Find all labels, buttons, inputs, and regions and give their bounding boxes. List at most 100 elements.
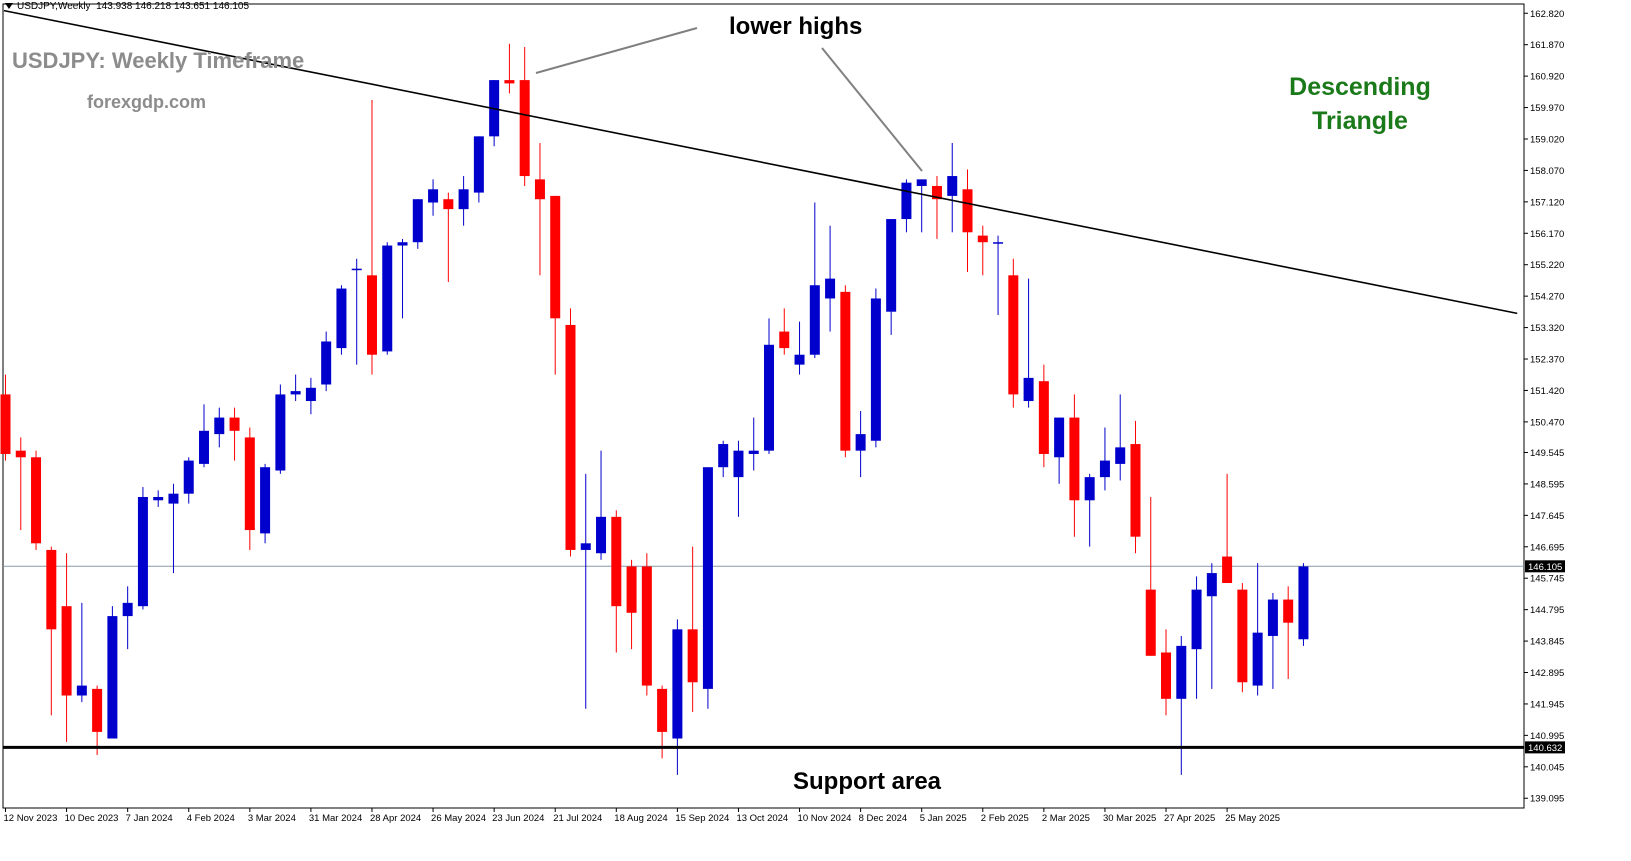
- x-tick-label: 30 Mar 2025: [1103, 813, 1156, 824]
- candle-body: [382, 245, 393, 352]
- candle-body: [825, 278, 836, 299]
- candle-body: [1145, 589, 1156, 656]
- plot-frame: [2, 3, 1525, 809]
- y-tick-label: 153.320: [1530, 323, 1564, 334]
- candle: [1161, 629, 1172, 716]
- candle: [870, 288, 881, 448]
- candle-body: [92, 688, 103, 732]
- candle-body: [107, 616, 118, 739]
- candle: [366, 99, 377, 375]
- x-tick-label: 10 Dec 2023: [65, 813, 119, 824]
- candle: [321, 331, 332, 392]
- candle: [229, 407, 240, 461]
- candle-body: [764, 344, 774, 451]
- candle-body: [809, 285, 820, 355]
- candle-body: [214, 417, 225, 435]
- candle-body: [641, 566, 652, 686]
- candle: [458, 176, 469, 226]
- candle: [1130, 420, 1141, 554]
- candle-body: [1069, 417, 1080, 501]
- candle: [76, 602, 87, 703]
- candle-body: [229, 417, 240, 431]
- y-tick-label: 148.595: [1530, 479, 1564, 490]
- candle: [428, 179, 439, 216]
- candle: [46, 546, 57, 716]
- candle-body: [1161, 652, 1172, 699]
- candle: [825, 225, 836, 332]
- candle: [931, 176, 942, 239]
- candle-body: [855, 434, 866, 451]
- x-tick-label: 21 Jul 2024: [553, 813, 602, 824]
- x-tick-label: 8 Dec 2024: [859, 813, 908, 824]
- x-tick-label: 13 Oct 2024: [736, 813, 788, 824]
- candle-body: [183, 460, 194, 494]
- candle: [1099, 427, 1110, 491]
- candle: [1115, 394, 1126, 481]
- candle: [504, 43, 515, 94]
- candle: [412, 199, 423, 249]
- candle-body: [702, 467, 713, 689]
- y-tick-label: 149.545: [1530, 448, 1564, 459]
- candle: [1222, 473, 1233, 584]
- candle-body: [718, 444, 729, 468]
- candle-body: [794, 354, 805, 365]
- candle: [15, 437, 26, 531]
- y-tick-label: 155.220: [1530, 260, 1564, 271]
- candle: [779, 308, 790, 355]
- candle-body: [397, 242, 408, 246]
- candle: [92, 685, 103, 756]
- candle: [443, 192, 454, 282]
- candle: [199, 404, 210, 468]
- candle: [611, 510, 622, 653]
- x-tick-label: 5 Jan 2025: [920, 813, 967, 824]
- candle-body: [1023, 377, 1034, 402]
- candle: [977, 225, 988, 276]
- lower-highs-pointer-1: [535, 27, 698, 74]
- candle: [351, 258, 362, 365]
- candle: [1084, 473, 1095, 547]
- candle: [107, 606, 118, 739]
- candle: [1069, 394, 1080, 537]
- candle: [1145, 496, 1156, 656]
- candle-body: [672, 629, 683, 739]
- candle-body: [748, 450, 759, 454]
- dropdown-triangle-icon: [5, 3, 13, 10]
- trendline: [3, 9, 1518, 315]
- candle-body: [275, 394, 286, 471]
- candle-body: [153, 496, 164, 501]
- candle-body: [657, 688, 668, 732]
- candle: [550, 195, 561, 375]
- candle-body: [534, 179, 545, 200]
- candle-body: [199, 430, 210, 464]
- y-tick-label: 139.095: [1530, 794, 1564, 805]
- candle-body: [443, 199, 454, 210]
- ohlc-values: 143.938 146.218 143.651 146.105: [96, 1, 250, 12]
- candle-body: [565, 324, 576, 550]
- candle: [336, 285, 347, 355]
- candle: [489, 80, 500, 147]
- candle-body: [962, 189, 973, 233]
- candle: [1176, 635, 1187, 775]
- candle: [153, 490, 164, 507]
- candle-body: [947, 176, 958, 196]
- candle-body: [1054, 417, 1065, 458]
- candle: [1206, 563, 1217, 689]
- candle-body: [61, 606, 72, 696]
- candle-body: [1176, 645, 1187, 699]
- y-tick-label: 142.895: [1530, 668, 1564, 679]
- x-tick-label: 3 Mar 2024: [248, 813, 296, 824]
- candle: [809, 202, 820, 359]
- candle-body: [550, 195, 561, 319]
- x-tick-label: 10 Nov 2024: [798, 813, 852, 824]
- support-area-label: Support area: [793, 768, 942, 795]
- x-tick-label: 2 Mar 2025: [1042, 813, 1090, 824]
- candle-body: [1237, 589, 1248, 683]
- candle: [122, 586, 133, 650]
- pattern-label: Descending Triangle: [1275, 70, 1445, 138]
- candle: [901, 179, 912, 233]
- candle-body: [504, 80, 515, 84]
- candle: [214, 407, 225, 448]
- candle-body: [137, 496, 148, 607]
- candle-body: [993, 242, 1004, 244]
- x-tick-label: 18 Aug 2024: [614, 813, 667, 824]
